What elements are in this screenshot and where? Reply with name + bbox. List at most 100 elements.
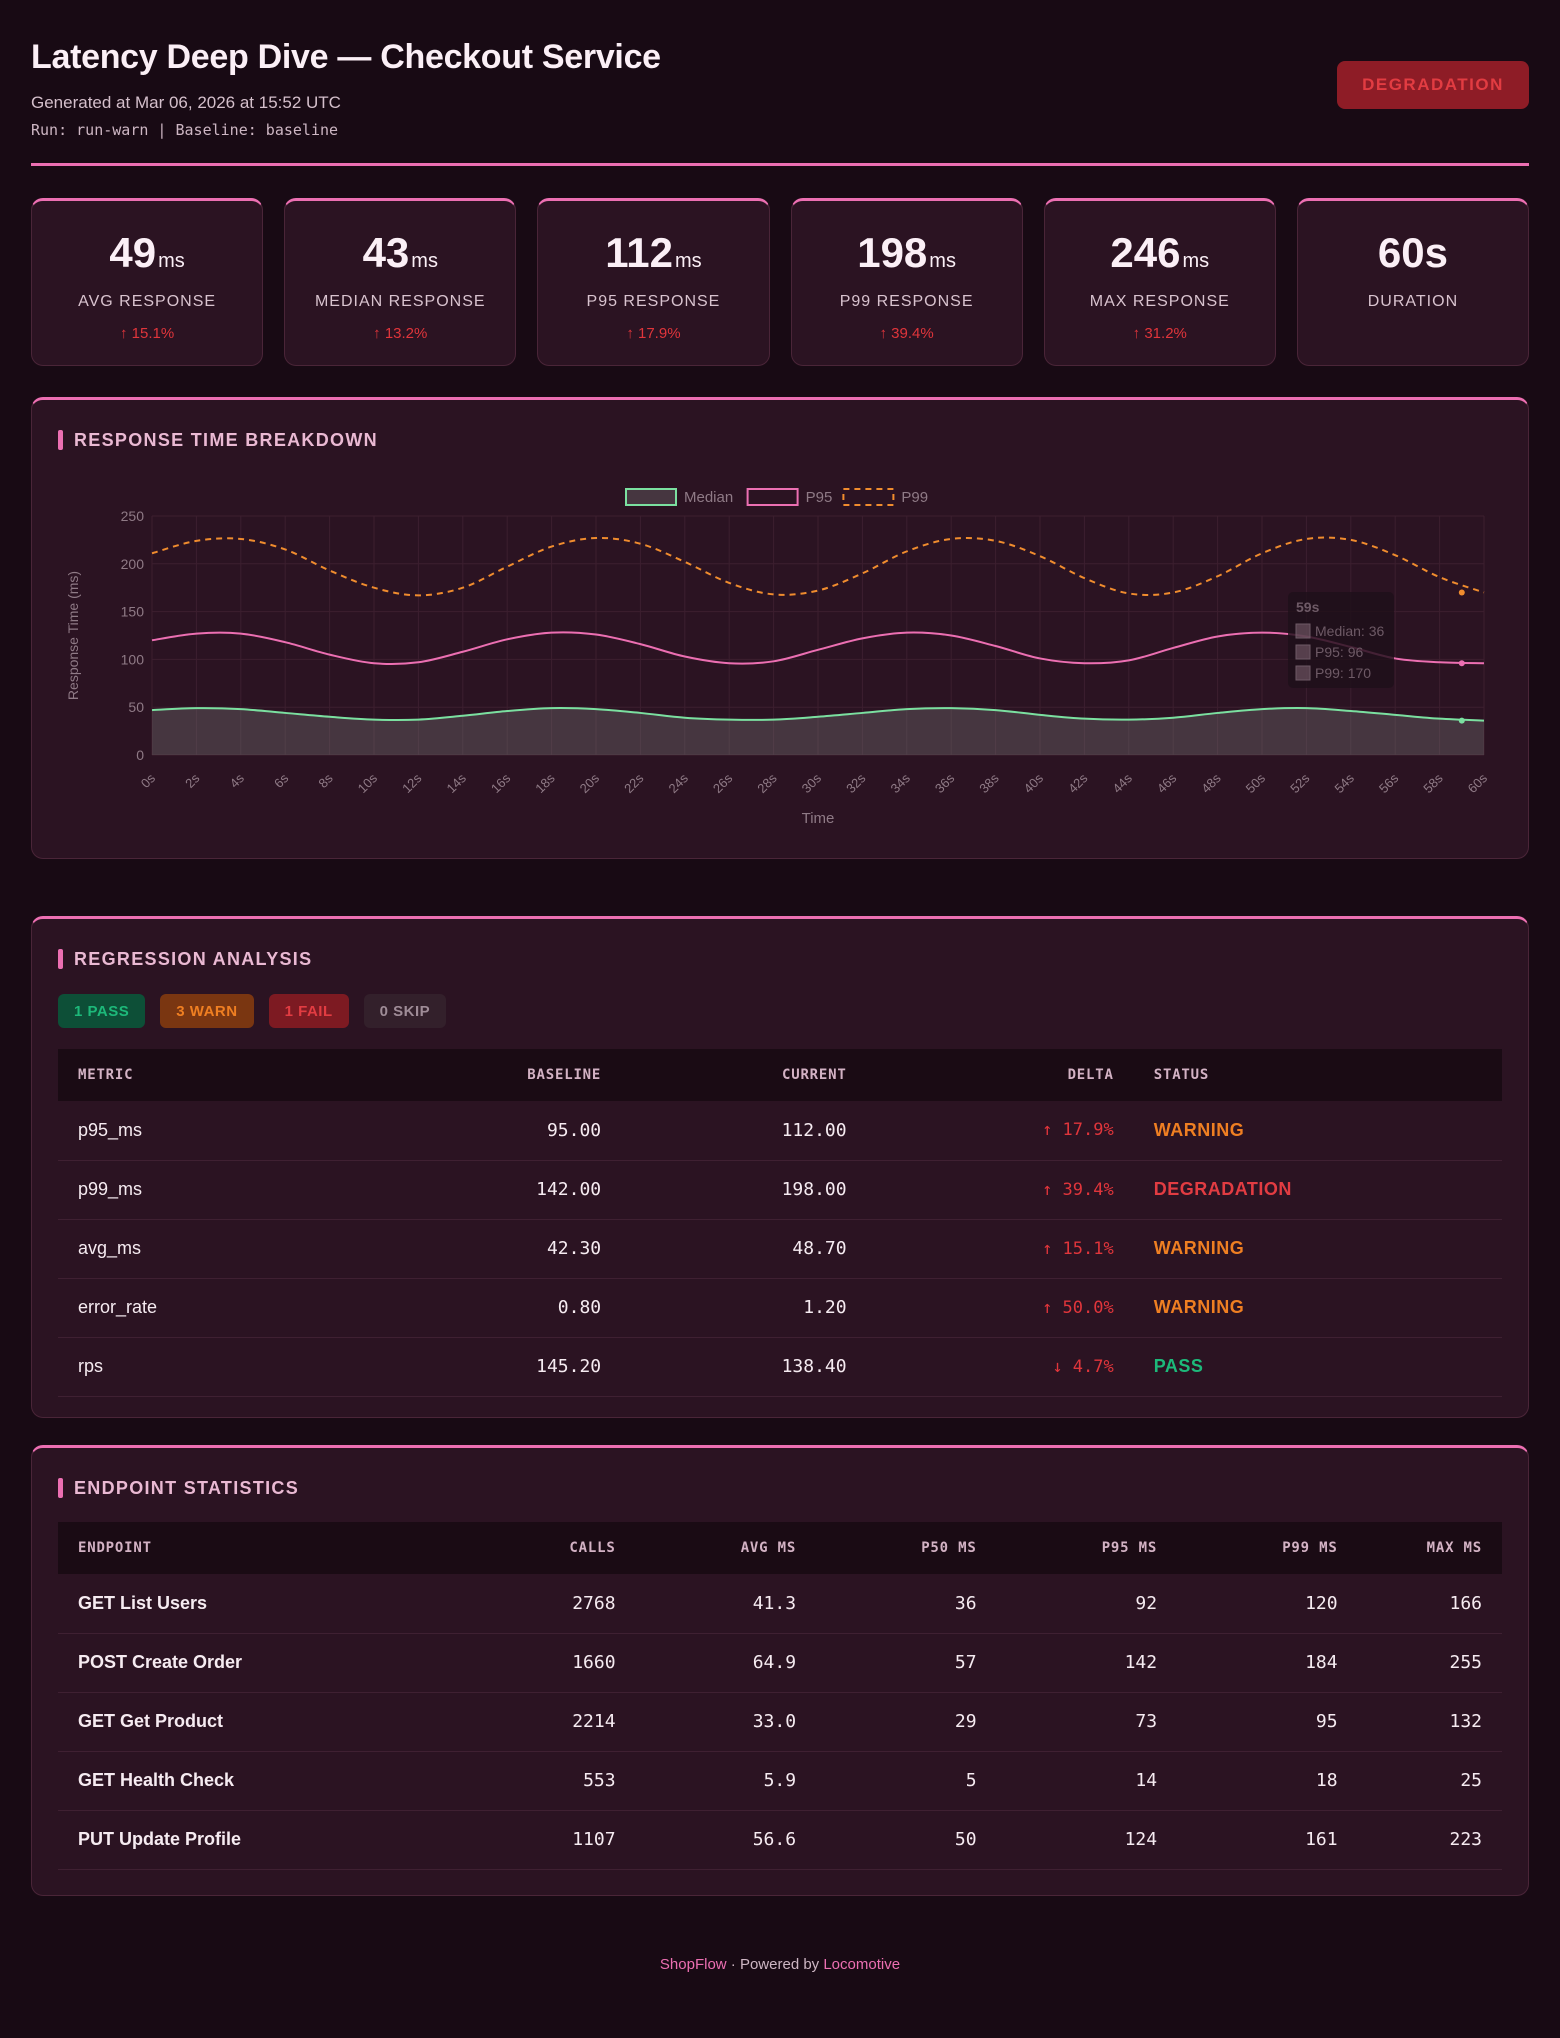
calls-value: 1660 bbox=[462, 1633, 636, 1693]
x-tick-label: 42s bbox=[1065, 770, 1091, 796]
col-p99-ms: P99 MS bbox=[1282, 1540, 1338, 1556]
x-tick-label: 24s bbox=[665, 770, 691, 796]
table-row: GET Get Product 2214 33.0 29 73 95 132 bbox=[58, 1692, 1502, 1752]
y-tick-label: 250 bbox=[121, 508, 145, 524]
footer-brand-link[interactable]: ShopFlow bbox=[659, 1956, 727, 1973]
table-header-row: ENDPOINT CALLS AVG MS P50 MS P95 MS P99 … bbox=[58, 1522, 1502, 1574]
calls-value: 1107 bbox=[462, 1810, 636, 1870]
p99-value: 161 bbox=[1177, 1810, 1358, 1870]
stat-number: 246 bbox=[1110, 229, 1181, 276]
x-tick-label: 34s bbox=[887, 770, 913, 796]
y-tick-label: 200 bbox=[121, 556, 145, 572]
x-tick-label: 4s bbox=[227, 770, 248, 791]
x-tick-label: 36s bbox=[932, 770, 958, 796]
skip-count-badge: 0 SKIP bbox=[363, 994, 447, 1028]
p50-value: 50 bbox=[816, 1810, 997, 1870]
x-axis-title: Time bbox=[802, 810, 835, 827]
table-row: p99_ms 142.00 198.00 ↑ 39.4% DEGRADATION bbox=[58, 1160, 1502, 1220]
x-tick-label: 16s bbox=[488, 770, 514, 796]
stat-label: P99 RESPONSE bbox=[839, 293, 974, 310]
stat-value: 198 ms bbox=[792, 229, 1022, 277]
y-axis-title: Response Time (ms) bbox=[65, 571, 81, 700]
stat-change: ↑ 17.9% bbox=[626, 325, 681, 342]
tooltip-line: P99: 170 bbox=[1315, 665, 1371, 681]
stat-label: MEDIAN RESPONSE bbox=[314, 293, 486, 310]
legend-label-median: Median bbox=[684, 489, 733, 506]
calls-value: 2214 bbox=[462, 1692, 636, 1752]
max-value: 25 bbox=[1357, 1751, 1502, 1811]
regression-table: METRIC BASELINE CURRENT DELTA STATUS p95… bbox=[58, 1049, 1502, 1397]
tooltip-title: 59s bbox=[1296, 599, 1320, 615]
stat-label: P95 RESPONSE bbox=[586, 293, 721, 310]
footer-powered-link[interactable]: Locomotive bbox=[823, 1956, 901, 1973]
stat-change: ↑ 15.1% bbox=[119, 325, 175, 342]
stat-card-p99-response: 198 ms P99 RESPONSE ↑ 39.4% bbox=[790, 198, 1023, 366]
series-point-p95 bbox=[1458, 660, 1465, 667]
current-value: 198.00 bbox=[621, 1160, 867, 1220]
x-tick-label: 22s bbox=[621, 770, 647, 796]
stat-value: 246 ms bbox=[1045, 229, 1275, 277]
table-row: rps 145.20 138.40 ↓ 4.7% PASS bbox=[58, 1337, 1502, 1397]
series-point-p99 bbox=[1458, 589, 1465, 596]
col-status: STATUS bbox=[1153, 1067, 1210, 1083]
x-tick-label: 60s bbox=[1465, 770, 1491, 796]
response-time-chart[interactable]: 0 50 100 150 200 250 0s 2s 4s 6s 8s 10s 12s 14s 16s 18s… bbox=[32, 400, 1528, 859]
stat-number: 49 bbox=[109, 229, 157, 276]
stat-card-p95-response: 112 ms P95 RESPONSE ↑ 17.9% bbox=[537, 198, 770, 366]
p95-value: 142 bbox=[996, 1633, 1178, 1693]
x-tick-label: 30s bbox=[799, 770, 825, 796]
metric-name: error_rate bbox=[58, 1278, 376, 1338]
x-tick-label: 54s bbox=[1331, 770, 1357, 796]
stat-number: 60s bbox=[1377, 229, 1448, 276]
max-value: 223 bbox=[1357, 1810, 1502, 1870]
stat-number: 112 bbox=[605, 229, 673, 276]
metric-name: rps bbox=[58, 1337, 376, 1397]
footer-separator: · Powered by bbox=[726, 1956, 824, 1973]
x-tick-label: 58s bbox=[1420, 770, 1446, 796]
p99-value: 95 bbox=[1177, 1692, 1358, 1752]
p50-value: 29 bbox=[816, 1692, 997, 1752]
p95-value: 73 bbox=[996, 1692, 1178, 1752]
status-badge: WARNING bbox=[1133, 1219, 1502, 1279]
x-tick-label: 0s bbox=[138, 770, 159, 791]
p99-value: 184 bbox=[1177, 1633, 1358, 1693]
calls-value: 553 bbox=[462, 1751, 636, 1811]
x-tick-label: 12s bbox=[399, 770, 425, 796]
table-row: p95_ms 95.00 112.00 ↑ 17.9% WARNING bbox=[58, 1101, 1502, 1161]
metric-name: avg_ms bbox=[58, 1219, 376, 1279]
avg-value: 41.3 bbox=[635, 1574, 817, 1634]
x-tick-label: 10s bbox=[355, 770, 381, 796]
legend-label-p99: P99 bbox=[901, 489, 928, 506]
col-max-ms: MAX MS bbox=[1426, 1540, 1482, 1556]
x-tick-label: 26s bbox=[710, 770, 736, 796]
run-info: Run: run-warn | Baseline: baseline bbox=[31, 121, 339, 139]
x-tick-label: 14s bbox=[443, 770, 469, 796]
x-tick-label: 8s bbox=[315, 770, 336, 791]
regression-panel: REGRESSION ANALYSIS 1 PASS 3 WARN 1 FAIL… bbox=[31, 916, 1529, 1418]
col-endpoint: ENDPOINT bbox=[78, 1540, 152, 1556]
report-header: Latency Deep Dive — Checkout Service Gen… bbox=[31, 38, 1529, 166]
endpoint-name: GET List Users bbox=[58, 1574, 463, 1634]
stat-change: ↑ 31.2% bbox=[1132, 325, 1187, 342]
current-value: 48.70 bbox=[621, 1219, 867, 1279]
stat-unit: ms bbox=[929, 250, 956, 272]
current-value: 1.20 bbox=[621, 1278, 867, 1338]
delta-value: ↑ 15.1% bbox=[866, 1219, 1134, 1279]
status-badge: WARNING bbox=[1133, 1101, 1502, 1161]
stat-value: 112 ms bbox=[538, 229, 768, 277]
x-tick-label: 56s bbox=[1376, 770, 1402, 796]
stat-value: 43 ms bbox=[285, 229, 515, 277]
metric-name: p99_ms bbox=[58, 1160, 376, 1220]
legend-swatch-median bbox=[625, 488, 677, 506]
legend-label-p95: P95 bbox=[806, 489, 833, 506]
warn-count-badge: 3 WARN bbox=[160, 994, 254, 1028]
delta-value: ↓ 4.7% bbox=[866, 1337, 1134, 1397]
series-point-median bbox=[1458, 717, 1465, 724]
avg-value: 56.6 bbox=[635, 1810, 817, 1870]
series-line-p99 bbox=[151, 536, 1485, 597]
p99-value: 18 bbox=[1177, 1751, 1358, 1811]
x-tick-label: 32s bbox=[843, 770, 869, 796]
stat-value: 60s bbox=[1298, 229, 1528, 277]
status-badge: PASS bbox=[1133, 1337, 1502, 1397]
delta-value: ↑ 50.0% bbox=[866, 1278, 1134, 1338]
